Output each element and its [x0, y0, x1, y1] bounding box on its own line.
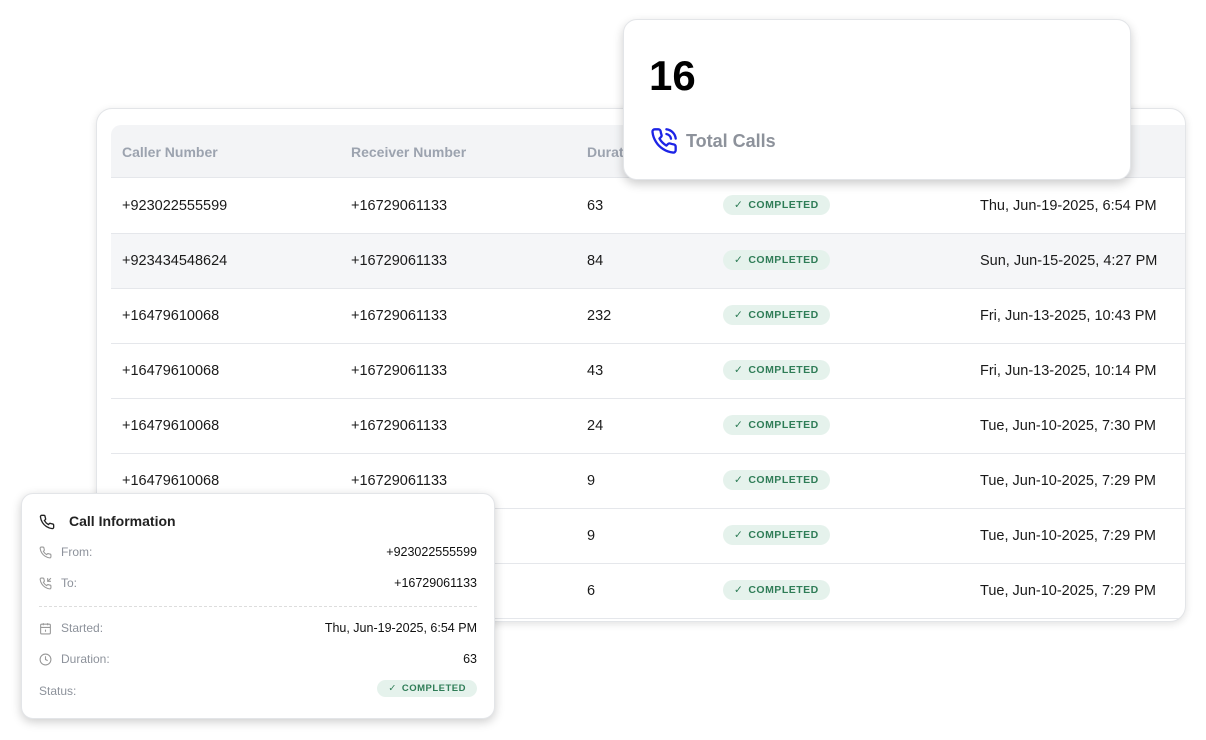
- duration: 84: [587, 253, 604, 269]
- status-label: Status:: [39, 684, 77, 698]
- check-icon: ✓: [734, 419, 744, 431]
- call-date: Tue, Jun-10-2025, 7:29 PM: [980, 583, 1156, 599]
- status-row: Status: ✓ COMPLETED: [39, 680, 477, 702]
- total-calls-label: Total Calls: [686, 131, 776, 151]
- divider: [39, 606, 477, 607]
- total-calls-value: 16: [649, 52, 696, 99]
- receiver-number: +16729061133: [351, 473, 448, 489]
- clock-icon: [39, 653, 52, 666]
- check-icon: ✓: [734, 254, 744, 266]
- caller-number: +16479610068: [122, 308, 220, 324]
- started-row: Started: Thu, Jun-19-2025, 6:54 PM: [39, 619, 477, 639]
- check-icon: ✓: [734, 309, 744, 321]
- table-row[interactable]: +16479610068 +16729061133 43 ✓ COMPLETED Fri,…: [111, 344, 1185, 399]
- duration: 9: [587, 528, 596, 544]
- caller-number: +923022555599: [122, 198, 228, 214]
- status-badge: ✓ COMPLETED: [723, 305, 830, 325]
- check-icon: ✓: [734, 364, 744, 376]
- started-label: Started:: [61, 621, 104, 635]
- from-row: From: +923022555599: [39, 543, 477, 563]
- call-date: Sun, Jun-15-2025, 4:27 PM: [980, 253, 1158, 269]
- duration-row: Duration: 63: [39, 650, 477, 670]
- table-row[interactable]: +16479610068 +16729061133 9 ✓ COMPLETED Tue, …: [111, 454, 1185, 509]
- call-date: Tue, Jun-10-2025, 7:29 PM: [980, 473, 1156, 489]
- from-value: +923022555599: [386, 545, 477, 559]
- caller-number: +16479610068: [122, 418, 220, 434]
- status-badge: ✓ COMPLETED: [723, 250, 830, 270]
- duration-label: Duration:: [61, 652, 110, 666]
- duration: 43: [587, 363, 604, 379]
- status-badge: ✓ COMPLETED: [723, 580, 830, 600]
- to-row: To: +16729061133: [39, 574, 477, 594]
- total-calls-card: 16 Total Calls: [623, 19, 1131, 180]
- receiver-number: +16729061133: [351, 198, 448, 214]
- call-information-card: Call Information From: +923022555599 To:…: [21, 493, 495, 719]
- calendar-icon: [40, 623, 51, 635]
- receiver-number: +16729061133: [351, 363, 448, 379]
- table-row[interactable]: +16479610068 +16729061133 232 ✓ COMPLETED Fri…: [111, 289, 1185, 344]
- call-date: Tue, Jun-10-2025, 7:29 PM: [980, 528, 1156, 544]
- status-badge: ✓ COMPLETED: [723, 415, 830, 435]
- caller-number: +16479610068: [122, 363, 220, 379]
- table-row[interactable]: 9 ✓ COMPLETED Tue, Jun-10-2025, 7:29 PM: [111, 509, 1185, 564]
- to-label: To:: [61, 576, 78, 590]
- receiver-number: +16729061133: [351, 253, 448, 269]
- table-row[interactable]: +923022555599 +16729061133 63 ✓ COMPLETED Thu…: [111, 179, 1185, 234]
- call-date: Tue, Jun-10-2025, 7:30 PM: [980, 418, 1156, 434]
- duration-value: 63: [463, 652, 477, 666]
- call-date: Thu, Jun-19-2025, 6:54 PM: [980, 198, 1157, 214]
- check-icon: ✓: [734, 474, 744, 486]
- column-header-caller[interactable]: Caller Number: [122, 144, 218, 160]
- status-badge: ✓ COMPLETED: [723, 525, 830, 545]
- duration: 6: [587, 583, 596, 599]
- caller-number: +16479610068: [122, 473, 220, 489]
- receiver-number: +16729061133: [351, 418, 448, 434]
- status-badge: ✓ COMPLETED: [723, 470, 830, 490]
- status-badge: ✓ COMPLETED: [723, 360, 830, 380]
- duration: 63: [587, 198, 604, 214]
- duration: 232: [587, 308, 612, 324]
- phone-icon: [39, 546, 52, 559]
- to-value: +16729061133: [394, 576, 477, 590]
- check-icon: ✓: [388, 683, 397, 694]
- table-row[interactable]: +923434548624 +16729061133 84 ✓ COMPLETED Sun…: [111, 234, 1185, 289]
- started-value: Thu, Jun-19-2025, 6:54 PM: [324, 621, 477, 635]
- call-information-title: Call Information: [69, 513, 176, 529]
- check-icon: ✓: [734, 199, 744, 211]
- call-date: Fri, Jun-13-2025, 10:43 PM: [980, 308, 1157, 324]
- phone-incoming-icon: [39, 577, 52, 590]
- status-badge: ✓ COMPLETED: [377, 680, 477, 697]
- from-label: From:: [61, 545, 93, 559]
- check-icon: ✓: [734, 584, 744, 596]
- duration: 24: [587, 418, 604, 434]
- column-header-receiver[interactable]: Receiver Number: [351, 144, 467, 160]
- phone-icon: [39, 514, 55, 530]
- receiver-number: +16729061133: [351, 308, 448, 324]
- table-row[interactable]: 6 ✓ COMPLETED Tue, Jun-10-2025, 7:29 PM: [111, 564, 1185, 619]
- caller-number: +923434548624: [122, 253, 228, 269]
- status-badge: ✓ COMPLETED: [723, 195, 830, 215]
- check-icon: ✓: [734, 529, 744, 541]
- phone-ringing-icon: [651, 128, 677, 154]
- call-date: Fri, Jun-13-2025, 10:14 PM: [980, 363, 1157, 379]
- duration: 9: [587, 473, 596, 489]
- table-row[interactable]: +16479610068 +16729061133 24 ✓ COMPLETED Tue,…: [111, 399, 1185, 454]
